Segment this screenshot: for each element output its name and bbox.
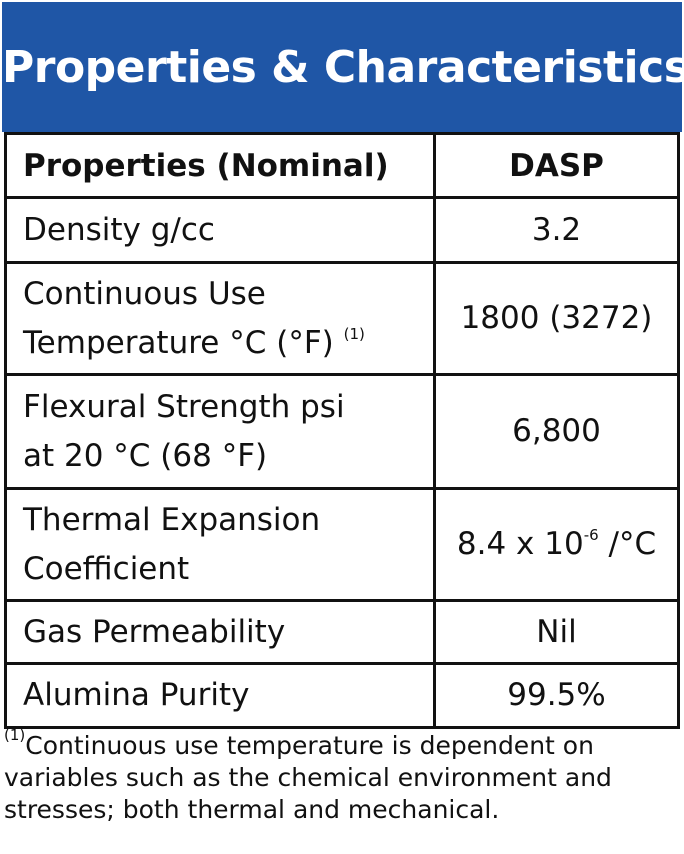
value-cell: 8.4 x 10-6 /°C [433,487,680,602]
value-unit: /°C [608,526,657,562]
property-cell: Alumina Purity [4,662,436,729]
header-band: Properties & Characteristics [2,2,684,132]
table-row: Continuous Use Temperature °C (°F) (1) 180… [4,261,680,376]
table-body: Density g/cc 3.2 Continuous Use Temperature… [4,196,680,729]
value-cell: 6,800 [433,373,680,490]
property-text: Gas Permeability [23,613,286,650]
properties-table: Properties (Nominal) DASP Density g/cc 3.… [4,132,680,729]
value-exponent: -6 [583,526,599,544]
footnote-ref: (1) [343,324,365,343]
table-row: Gas Permeability Nil [4,599,680,665]
value-text: 99.5% [507,677,606,713]
value-cell: 3.2 [433,196,680,264]
value-text: 3.2 [531,211,582,248]
property-text: Temperature °C (°F) [23,324,334,361]
property-text: Density g/cc [23,211,215,248]
property-cell: Flexural Strength psi at 20 °C (68 °F) [4,373,436,490]
property-text: at 20 °C (68 °F) [23,437,268,474]
property-text: Thermal Expansion [23,501,321,538]
footnote-line: variables such as the chemical environme… [4,763,612,792]
value-cell: 99.5% [433,662,680,729]
table-row: Thermal Expansion Coefficient 8.4 x 10-6 /… [4,487,680,602]
value-text: 8.4 x 10 [456,526,584,562]
property-cell: Continuous Use Temperature °C (°F) (1) [4,261,436,376]
column-header: DASP [433,132,680,199]
footnote: (1)Continuous use temperature is depende… [4,728,612,826]
value-cell: 1800 (3272) [433,261,680,376]
footnote-marker: (1) [4,726,26,744]
table-row: Alumina Purity 99.5% [4,662,680,729]
footnote-line: stresses; both thermal and mechanical. [4,795,500,824]
property-cell: Density g/cc [4,196,436,264]
column-header: Properties (Nominal) [4,132,436,199]
footnote-line: Continuous use temperature is dependent … [25,731,594,760]
property-text: Coefficient [23,550,190,587]
value-text: 1800 (3272) [460,300,653,336]
property-text: Flexural Strength psi [23,388,345,425]
table-row: Density g/cc 3.2 [4,196,680,264]
table-row: Flexural Strength psi at 20 °C (68 °F) 6,8… [4,373,680,490]
value-cell: Nil [433,599,680,665]
property-cell: Thermal Expansion Coefficient [4,487,436,602]
property-text: Alumina Purity [23,677,250,713]
value-text: Nil [536,613,577,650]
title: Properties & Characteristics [2,42,684,93]
header-row: Properties (Nominal) DASP [4,132,680,199]
property-text: Continuous Use [23,275,266,312]
property-cell: Gas Permeability [4,599,436,665]
value-text: 6,800 [512,413,601,449]
